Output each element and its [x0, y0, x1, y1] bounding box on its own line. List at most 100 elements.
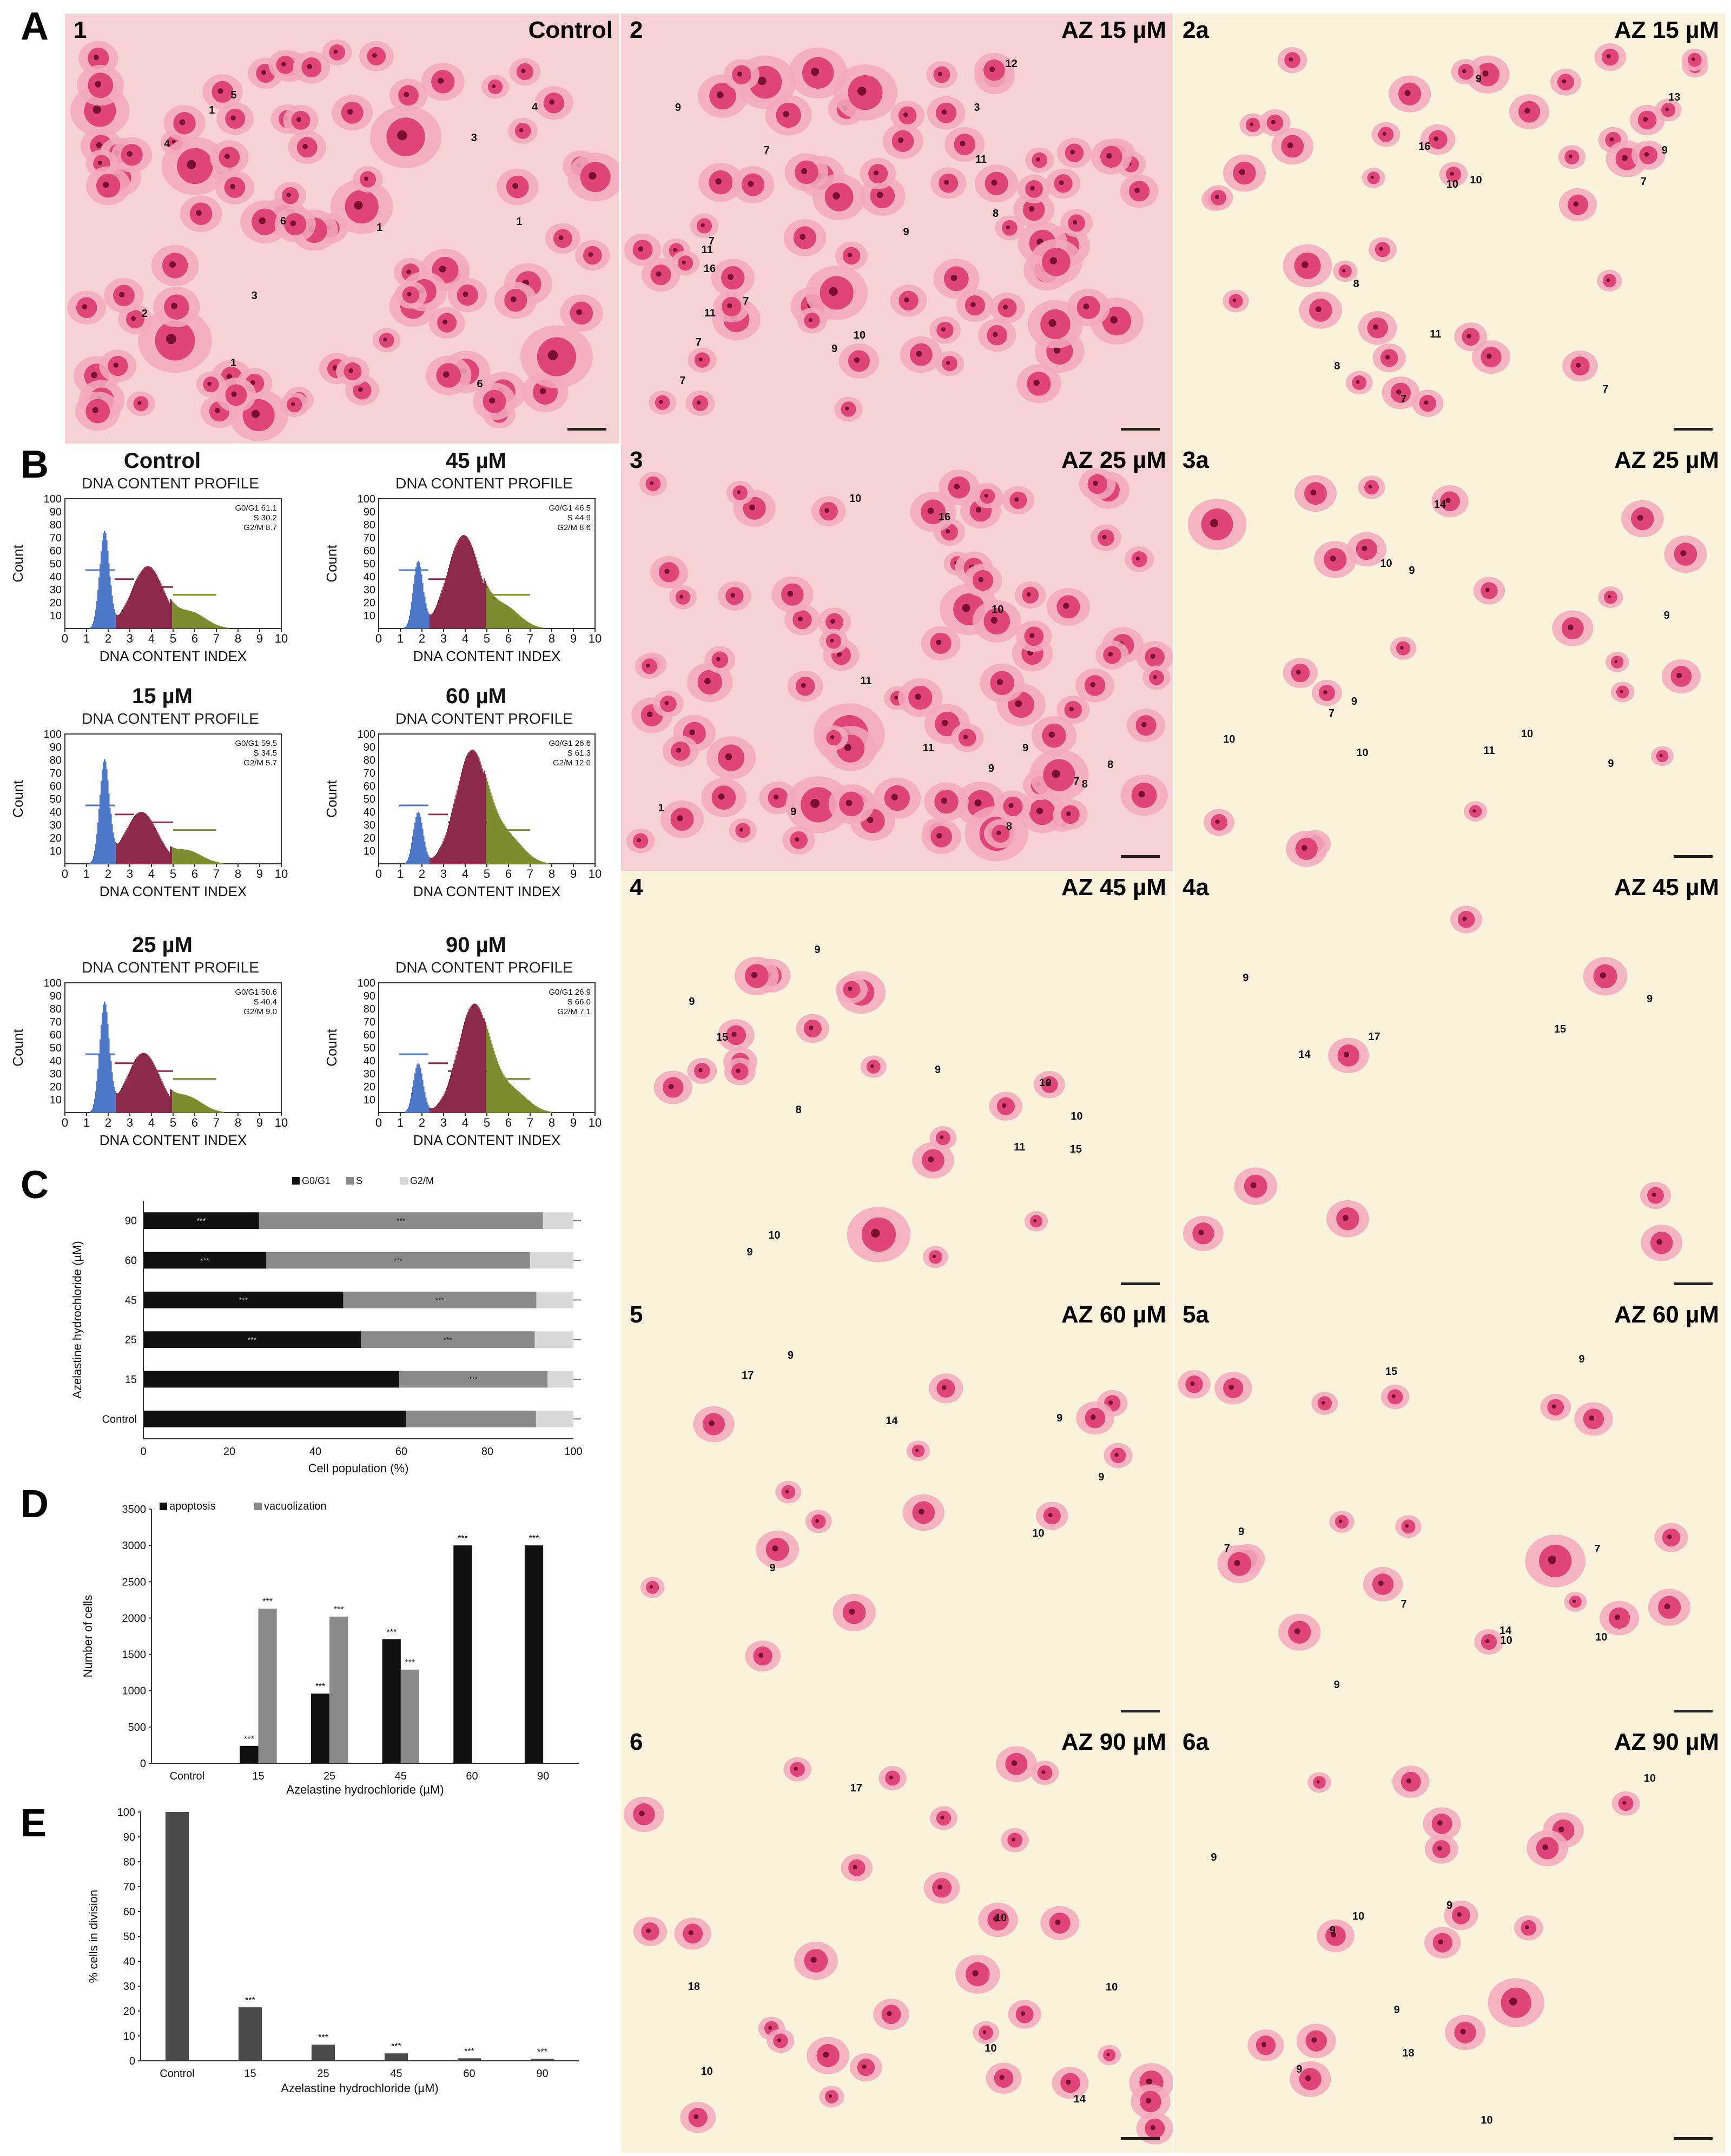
- cell-annotation-tag: 7: [1594, 1543, 1601, 1556]
- cell-annotation-tag: 14: [1499, 1625, 1512, 1637]
- cell-annotation-tag: 11: [1014, 1141, 1026, 1153]
- x-tick-label: 2: [419, 1116, 425, 1129]
- cell-cycle-stacked-bar-chart: G0/G1 S G2/M *** *** 90 *** *** 60 *** *** 45 *** ***…: [70, 1175, 583, 1475]
- y-axis-label: Azelastine hydrochloride (µM): [70, 1241, 84, 1398]
- micrograph-label: AZ 25 µM: [1614, 447, 1719, 473]
- micrograph-panel: 6a AZ 90 µM 18 10 9 10 9 9 9 9 10: [1174, 1725, 1726, 2153]
- cell-annotation-tag: 9: [1409, 564, 1415, 577]
- significance-marker: ***: [435, 1295, 445, 1304]
- y-tick-label: 2000: [122, 1612, 147, 1624]
- significance-marker: ***: [391, 2042, 401, 2051]
- histogram-stat: S 44.9: [567, 513, 591, 523]
- category-label: 25: [125, 1334, 137, 1346]
- stacked-bar-segment: [143, 1331, 361, 1348]
- cell-annotation-tag: 15: [716, 1031, 729, 1044]
- y-tick-label: 20: [123, 2006, 135, 2018]
- category-label: Control: [102, 1413, 137, 1425]
- x-tick-label: 10: [275, 1116, 288, 1129]
- y-tick-label: 90: [123, 1831, 135, 1843]
- y-tick-label: 500: [128, 1722, 146, 1734]
- y-tick-label: 10: [50, 845, 62, 857]
- x-tick-label: 8: [549, 1116, 555, 1129]
- cell-annotation-tag: 17: [1368, 1030, 1380, 1043]
- scale-bar: [1674, 428, 1713, 436]
- cell-annotation-tag: 7: [695, 336, 702, 349]
- cell-annotation-tag: 4: [164, 137, 170, 150]
- cell-annotation-tag: 7: [1602, 383, 1609, 395]
- cell-annotation-tag: 6: [280, 215, 287, 228]
- x-axis-label: DNA CONTENT INDEX: [100, 648, 247, 664]
- x-tick-label: 60: [395, 1446, 407, 1458]
- cell-annotation-tag: 9: [1446, 1900, 1453, 1912]
- micrograph-index: 4: [630, 874, 643, 901]
- cell-annotation-tag: 10: [1446, 178, 1458, 190]
- y-tick-label: 60: [364, 545, 375, 557]
- x-tick-label: 2: [105, 867, 111, 881]
- stacked-bar-segment: [543, 1212, 573, 1229]
- x-tick-label: 6: [505, 1116, 512, 1129]
- x-tick-label: 1: [397, 1116, 404, 1129]
- micrograph-panel: 3 AZ 25 µM 9 8 9 11 10 7 8 11 16 9 10 8 1: [621, 444, 1173, 871]
- cell-image: [640, 1373, 1133, 1672]
- cell-image: [624, 47, 1159, 422]
- bar: [329, 1616, 348, 1763]
- stacked-bar-segment: [266, 1252, 530, 1269]
- legend-swatch: [346, 1177, 354, 1185]
- y-tick-label: 100: [358, 977, 375, 989]
- cell-image: [1178, 1370, 1691, 1655]
- micrograph-index: 3a: [1182, 447, 1209, 473]
- cell-image: [623, 1746, 1173, 2145]
- x-tick-label: 1: [83, 1116, 90, 1129]
- cell-annotation-tag: 1: [376, 222, 383, 234]
- x-tick-label: 7: [213, 1116, 220, 1129]
- histogram-stat: G0/G1 26.6: [549, 739, 591, 748]
- histogram-stat: G0/G1 59.5: [235, 739, 277, 748]
- histogram-plot: G0/G1 50.6S 40.4G2/M 9.00 1 2 3 4 5 6 7 8 9 101020…: [11, 977, 288, 1148]
- cell-annotation-tag: 11: [701, 243, 713, 256]
- significance-marker: ***: [397, 1216, 406, 1225]
- histogram-plot: G0/G1 26.9S 66.0G2/M 7.10 1 2 3 4 5 6 7 8 9 101020…: [325, 977, 602, 1148]
- histogram-stat: S 40.4: [254, 997, 277, 1007]
- y-tick-label: 40: [123, 1956, 135, 1968]
- y-tick-label: 100: [358, 493, 375, 505]
- x-tick-label: 10: [589, 632, 602, 645]
- scale-bar: [1121, 2137, 1160, 2145]
- cell-annotation-tag: 11: [860, 675, 872, 687]
- cell-annotation-tag: 10: [1595, 1631, 1608, 1644]
- micrograph-index: 2a: [1182, 17, 1209, 43]
- y-tick-label: 50: [364, 1042, 375, 1054]
- y-tick-label: 10: [123, 2031, 135, 2042]
- histogram-title: 60 µM: [446, 684, 506, 708]
- x-tick-label: 0: [375, 1116, 382, 1129]
- y-tick-label: 10: [364, 1094, 375, 1106]
- cell-annotation-tag: 10: [1352, 1910, 1365, 1923]
- y-tick-label: 30: [50, 1068, 62, 1080]
- cell-annotation-tag: 7: [708, 235, 715, 248]
- cell-annotation-tag: 11: [975, 153, 987, 166]
- histogram-stat: G0/G1 46.5: [549, 504, 591, 513]
- x-tick-label: 7: [527, 867, 533, 881]
- histogram-stat: S 66.0: [567, 997, 591, 1007]
- x-tick-label: 2: [105, 1116, 111, 1129]
- cell-annotation-tag: 9: [1056, 1412, 1063, 1424]
- cell-annotation-tag: 18: [688, 1981, 700, 1993]
- y-tick-label: 90: [364, 742, 375, 753]
- cell-annotation-tag: 3: [251, 289, 257, 302]
- y-tick-label: 60: [50, 1029, 62, 1041]
- x-tick-label: 0: [140, 1446, 146, 1458]
- cell-annotation-tag: 4: [532, 101, 538, 114]
- legend-swatch: [400, 1177, 408, 1185]
- category-label: 15: [244, 2068, 256, 2080]
- y-tick-label: 80: [364, 755, 375, 766]
- y-tick-label: 50: [364, 558, 375, 570]
- significance-marker: ***: [394, 1256, 403, 1265]
- cell-annotation-tag: 16: [1418, 141, 1431, 153]
- cell-annotation-tag: 9: [1646, 993, 1653, 1006]
- category-label: 60: [466, 1770, 478, 1782]
- dna-histogram: 60 µM DNA CONTENT PROFILE G0/G1 26.6 S 61.3…: [325, 684, 627, 911]
- cell-annotation-tag: 18: [1402, 2047, 1415, 2059]
- category-label: 60: [463, 2068, 475, 2080]
- bar: [524, 1545, 544, 1763]
- histogram-stat: S 34.5: [254, 749, 277, 758]
- category-label: 25: [323, 1770, 335, 1782]
